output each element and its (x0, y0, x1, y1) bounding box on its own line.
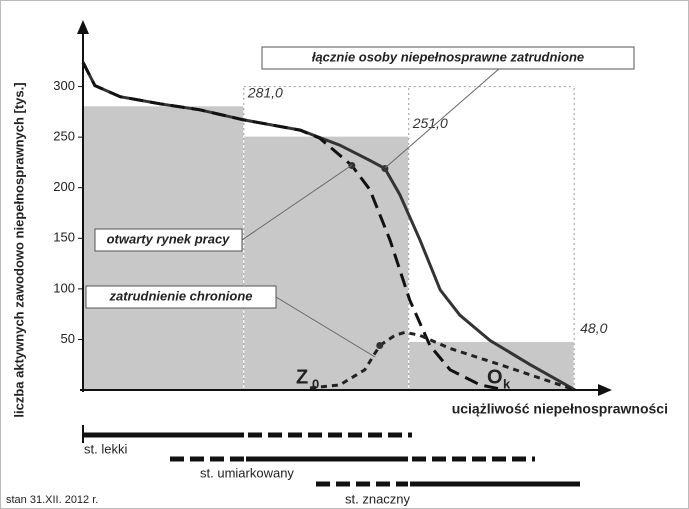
y-tick-label: 300 (53, 78, 75, 93)
plot: 281,0 251,0 48,0 50 100 150 200 250 300 (53, 61, 608, 392)
x-arrow (598, 384, 612, 396)
y-tick-label: 50 (61, 331, 75, 346)
y-arrow (77, 20, 89, 34)
annotation-sub: 0 (312, 376, 319, 391)
line (309, 330, 576, 392)
callout-box (94, 228, 243, 252)
degree-label: st. znaczny (345, 491, 411, 506)
value-label: 251,0 (412, 115, 448, 131)
value-label: 48,0 (580, 320, 607, 336)
x-label: uciążliwość niepełnosprawności (452, 401, 668, 417)
line (81, 61, 576, 392)
callout-box (261, 46, 635, 70)
callout: łącznie osoby niepełnosprawne zatrudnion… (312, 49, 584, 64)
degree-label: st. lekki (84, 441, 127, 456)
callout-line (275, 296, 376, 358)
footnote: stan 31.XII. 2012 r. (6, 494, 98, 506)
y-label: liczba aktywnych zawodowo niepełnosprawn… (11, 82, 26, 417)
y-tick-label: 250 (53, 129, 75, 144)
value-label: 281,0 (247, 84, 283, 100)
callout: zatrudnienie chronione (108, 288, 252, 303)
point (376, 341, 384, 349)
callout-line (241, 164, 353, 241)
y-tick-label: 100 (53, 280, 75, 295)
callout-box (85, 285, 277, 309)
line (81, 61, 506, 392)
bar (243, 135, 410, 391)
callout-line (384, 67, 501, 169)
annotation: O (487, 366, 503, 388)
annotation: Z (296, 366, 308, 388)
callout: otwarty rynek pracy (107, 231, 231, 246)
y-tick-label: 200 (53, 179, 75, 194)
degree-bars (83, 432, 580, 487)
degree-label: st. umiarkowany (200, 465, 294, 480)
annotation-sub: k (503, 376, 511, 391)
y-tick-label: 150 (53, 230, 75, 245)
